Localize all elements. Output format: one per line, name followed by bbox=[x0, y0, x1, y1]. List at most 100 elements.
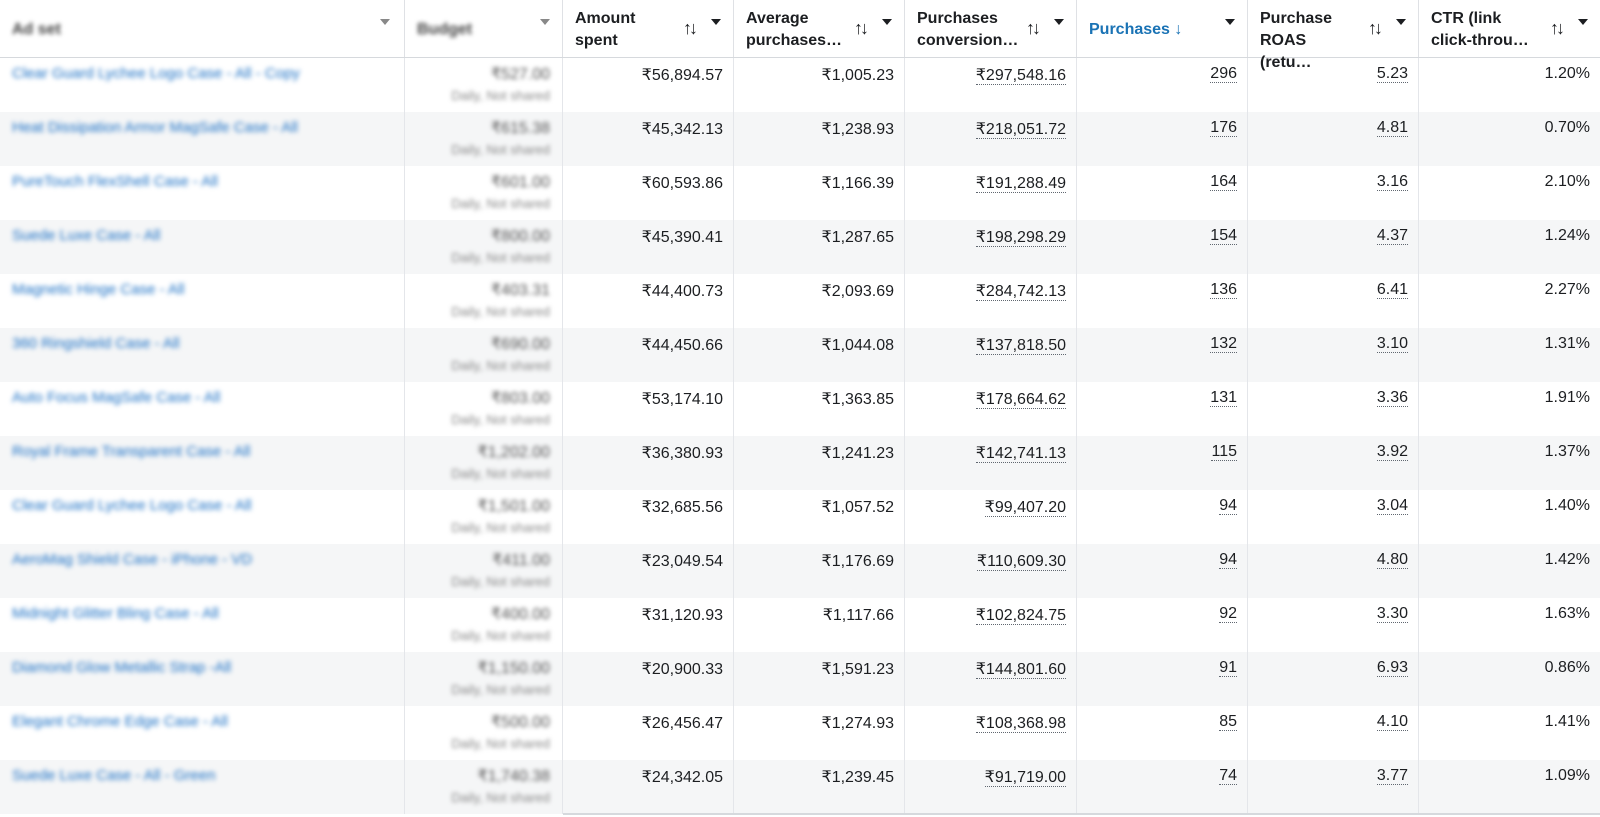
ad-set-name-link[interactable]: Clear Guard Lychee Logo Case - All bbox=[12, 497, 252, 514]
purchases-conversion-value[interactable]: ₹91,719.00 bbox=[984, 769, 1066, 787]
table-row[interactable]: Suede Luxe Case - All ₹800.00 Daily, Not s… bbox=[0, 220, 1600, 274]
budget-cell[interactable]: ₹1,740.38 Daily, Not shared bbox=[405, 760, 563, 814]
column-header-purchases[interactable]: Purchases ↓ bbox=[1077, 0, 1248, 57]
dropdown-caret-icon[interactable] bbox=[1396, 19, 1406, 25]
purchases-cell[interactable]: 115 bbox=[1077, 436, 1248, 490]
table-row[interactable]: Magnetic Hinge Case - All ₹403.31 Daily, N… bbox=[0, 274, 1600, 328]
sort-icon[interactable]: ↑↓ bbox=[854, 18, 869, 38]
purchases-value[interactable]: 94 bbox=[1219, 551, 1237, 569]
dropdown-caret-icon[interactable] bbox=[380, 19, 390, 25]
ad-set-name-link[interactable]: PureTouch FlexShell Case - All bbox=[12, 173, 218, 190]
purchases-conversion-value[interactable]: ₹99,407.20 bbox=[984, 499, 1066, 517]
table-row[interactable]: Clear Guard Lychee Logo Case - All - Cop… bbox=[0, 58, 1600, 112]
budget-cell[interactable]: ₹800.00 Daily, Not shared bbox=[405, 220, 563, 274]
purchase-roas-cell[interactable]: 3.16 bbox=[1248, 166, 1419, 220]
column-header-ctr[interactable]: CTR (link click-throu… ↑↓ bbox=[1419, 0, 1600, 57]
column-header-budget[interactable]: Budget bbox=[405, 0, 563, 57]
purchases-conversion-value[interactable]: ₹218,051.72 bbox=[975, 121, 1066, 139]
purchase-roas-value[interactable]: 3.77 bbox=[1376, 767, 1408, 785]
budget-cell[interactable]: ₹411.00 Daily, Not shared bbox=[405, 544, 563, 598]
ad-set-cell[interactable]: PureTouch FlexShell Case - All bbox=[0, 166, 405, 220]
purchases-cell[interactable]: 296 bbox=[1077, 58, 1248, 112]
purchases-conversion-value[interactable]: ₹178,664.62 bbox=[975, 391, 1066, 409]
ad-set-cell[interactable]: Heat Dissipation Armor MagSafe Case - Al… bbox=[0, 112, 405, 166]
purchases-conversion-value[interactable]: ₹297,548.16 bbox=[975, 67, 1066, 85]
budget-cell[interactable]: ₹1,202.00 Daily, Not shared bbox=[405, 436, 563, 490]
table-row[interactable]: Auto Focus MagSafe Case - All ₹803.00 Dail… bbox=[0, 382, 1600, 436]
dropdown-caret-icon[interactable] bbox=[1578, 19, 1588, 25]
budget-cell[interactable]: ₹1,150.00 Daily, Not shared bbox=[405, 652, 563, 706]
purchase-roas-value[interactable]: 4.80 bbox=[1376, 551, 1408, 569]
purchases-conversion-cell[interactable]: ₹102,824.75 bbox=[905, 598, 1077, 652]
table-row[interactable]: PureTouch FlexShell Case - All ₹601.00 Dai… bbox=[0, 166, 1600, 220]
table-row[interactable]: Diamond Glow Metallic Strap -All ₹1,150.0… bbox=[0, 652, 1600, 706]
purchase-roas-cell[interactable]: 3.30 bbox=[1248, 598, 1419, 652]
purchase-roas-cell[interactable]: 4.10 bbox=[1248, 706, 1419, 760]
purchases-value[interactable]: 131 bbox=[1210, 389, 1237, 407]
purchases-cell[interactable]: 94 bbox=[1077, 490, 1248, 544]
ad-set-cell[interactable]: Suede Luxe Case - All bbox=[0, 220, 405, 274]
purchases-value[interactable]: 136 bbox=[1210, 281, 1237, 299]
purchases-conversion-cell[interactable]: ₹297,548.16 bbox=[905, 58, 1077, 112]
budget-cell[interactable]: ₹400.00 Daily, Not shared bbox=[405, 598, 563, 652]
dropdown-caret-icon[interactable] bbox=[540, 19, 550, 25]
purchase-roas-value[interactable]: 3.10 bbox=[1376, 335, 1408, 353]
ad-set-cell[interactable]: Clear Guard Lychee Logo Case - All bbox=[0, 490, 405, 544]
purchases-value[interactable]: 296 bbox=[1210, 65, 1237, 83]
table-row[interactable]: AeroMag Shield Case - iPhone - VD ₹411.00… bbox=[0, 544, 1600, 598]
sort-descending-icon[interactable]: ↓ bbox=[1174, 21, 1183, 38]
purchases-value[interactable]: 91 bbox=[1219, 659, 1237, 677]
column-header-purchase-roas[interactable]: Purchase ROAS (retu… ↑↓ bbox=[1248, 0, 1419, 71]
purchases-cell[interactable]: 164 bbox=[1077, 166, 1248, 220]
ad-set-name-link[interactable]: Magnetic Hinge Case - All bbox=[12, 281, 185, 298]
ad-set-cell[interactable]: 360 Ringshield Case - All bbox=[0, 328, 405, 382]
column-header-average-purchases[interactable]: Average purchases… ↑↓ bbox=[734, 0, 905, 57]
purchase-roas-value[interactable]: 3.16 bbox=[1376, 173, 1408, 191]
purchase-roas-value[interactable]: 3.92 bbox=[1376, 443, 1408, 461]
purchases-conversion-value[interactable]: ₹144,801.60 bbox=[975, 661, 1066, 679]
purchases-conversion-value[interactable]: ₹110,609.30 bbox=[976, 553, 1066, 571]
column-header-ad-set[interactable]: Ad set bbox=[0, 0, 405, 57]
purchases-conversion-value[interactable]: ₹137,818.50 bbox=[975, 337, 1066, 355]
purchase-roas-cell[interactable]: 4.37 bbox=[1248, 220, 1419, 274]
table-row[interactable]: Clear Guard Lychee Logo Case - All ₹1,501… bbox=[0, 490, 1600, 544]
ad-set-cell[interactable]: Magnetic Hinge Case - All bbox=[0, 274, 405, 328]
purchase-roas-cell[interactable]: 3.92 bbox=[1248, 436, 1419, 490]
purchases-conversion-cell[interactable]: ₹99,407.20 bbox=[905, 490, 1077, 544]
dropdown-caret-icon[interactable] bbox=[882, 19, 892, 25]
table-row[interactable]: Heat Dissipation Armor MagSafe Case - Al… bbox=[0, 112, 1600, 166]
purchases-conversion-value[interactable]: ₹142,741.13 bbox=[975, 445, 1066, 463]
column-header-purchases-conversion[interactable]: Purchases conversion… ↑↓ bbox=[905, 0, 1077, 57]
purchases-cell[interactable]: 74 bbox=[1077, 760, 1248, 814]
ad-set-name-link[interactable]: Royal Frame Transparent Case - All bbox=[12, 443, 251, 460]
purchase-roas-value[interactable]: 4.81 bbox=[1376, 119, 1408, 137]
purchases-cell[interactable]: 132 bbox=[1077, 328, 1248, 382]
purchases-value[interactable]: 74 bbox=[1219, 767, 1237, 785]
ad-set-cell[interactable]: Suede Luxe Case - All - Green bbox=[0, 760, 405, 814]
budget-cell[interactable]: ₹803.00 Daily, Not shared bbox=[405, 382, 563, 436]
purchases-value[interactable]: 154 bbox=[1210, 227, 1237, 245]
purchase-roas-value[interactable]: 6.93 bbox=[1376, 659, 1408, 677]
purchases-value[interactable]: 94 bbox=[1219, 497, 1237, 515]
sort-icon[interactable]: ↑↓ bbox=[1026, 18, 1041, 38]
purchase-roas-value[interactable]: 4.10 bbox=[1376, 713, 1408, 731]
dropdown-caret-icon[interactable] bbox=[711, 19, 721, 25]
ad-set-cell[interactable]: AeroMag Shield Case - iPhone - VD bbox=[0, 544, 405, 598]
purchases-conversion-cell[interactable]: ₹218,051.72 bbox=[905, 112, 1077, 166]
ad-set-name-link[interactable]: Auto Focus MagSafe Case - All bbox=[12, 389, 221, 406]
purchases-value[interactable]: 115 bbox=[1211, 443, 1237, 461]
purchase-roas-cell[interactable]: 6.41 bbox=[1248, 274, 1419, 328]
purchases-value[interactable]: 92 bbox=[1219, 605, 1237, 623]
purchase-roas-cell[interactable]: 3.10 bbox=[1248, 328, 1419, 382]
purchases-cell[interactable]: 92 bbox=[1077, 598, 1248, 652]
column-header-amount-spent[interactable]: Amount spent ↑↓ bbox=[563, 0, 734, 57]
purchases-conversion-cell[interactable]: ₹198,298.29 bbox=[905, 220, 1077, 274]
purchases-conversion-cell[interactable]: ₹110,609.30 bbox=[905, 544, 1077, 598]
purchase-roas-value[interactable]: 3.36 bbox=[1376, 389, 1408, 407]
budget-cell[interactable]: ₹500.00 Daily, Not shared bbox=[405, 706, 563, 760]
purchases-cell[interactable]: 94 bbox=[1077, 544, 1248, 598]
ad-set-name-link[interactable]: Suede Luxe Case - All bbox=[12, 227, 161, 244]
purchase-roas-value[interactable]: 3.04 bbox=[1376, 497, 1408, 515]
table-row[interactable]: 360 Ringshield Case - All ₹690.00 Daily, N… bbox=[0, 328, 1600, 382]
budget-cell[interactable]: ₹690.00 Daily, Not shared bbox=[405, 328, 563, 382]
